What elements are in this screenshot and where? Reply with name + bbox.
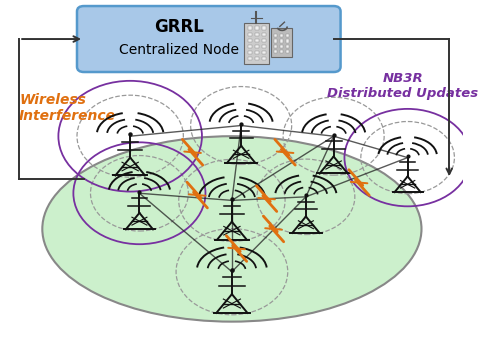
Text: GRRL: GRRL [154, 18, 204, 36]
Bar [248, 39, 252, 42]
Bar [286, 39, 289, 43]
FancyBboxPatch shape [244, 23, 269, 64]
Bar [248, 51, 252, 54]
Bar [262, 51, 266, 54]
Bar [262, 39, 266, 42]
Bar [286, 34, 289, 37]
Text: Centralized Node: Centralized Node [119, 43, 239, 57]
Text: Wireless
Interference: Wireless Interference [19, 93, 116, 123]
Bar [262, 57, 266, 61]
Bar [280, 39, 283, 43]
Bar [280, 45, 283, 48]
Bar [274, 45, 277, 48]
Ellipse shape [42, 136, 421, 321]
Bar [255, 45, 259, 48]
Bar [262, 33, 266, 36]
Bar [274, 39, 277, 43]
Bar [255, 33, 259, 36]
Bar [274, 50, 277, 53]
Bar [255, 51, 259, 54]
Bar [262, 45, 266, 48]
Bar [286, 50, 289, 53]
FancyBboxPatch shape [77, 6, 341, 72]
Bar [248, 57, 252, 61]
Bar [255, 26, 259, 30]
Bar [280, 34, 283, 37]
Bar [274, 34, 277, 37]
Bar [248, 45, 252, 48]
Bar [262, 26, 266, 30]
Bar [248, 26, 252, 30]
Text: NB3R
Distributed Updates: NB3R Distributed Updates [327, 72, 479, 100]
Bar [280, 50, 283, 53]
Bar [248, 33, 252, 36]
Bar [255, 39, 259, 42]
FancyBboxPatch shape [271, 28, 293, 57]
Bar [286, 45, 289, 48]
Bar [255, 57, 259, 61]
